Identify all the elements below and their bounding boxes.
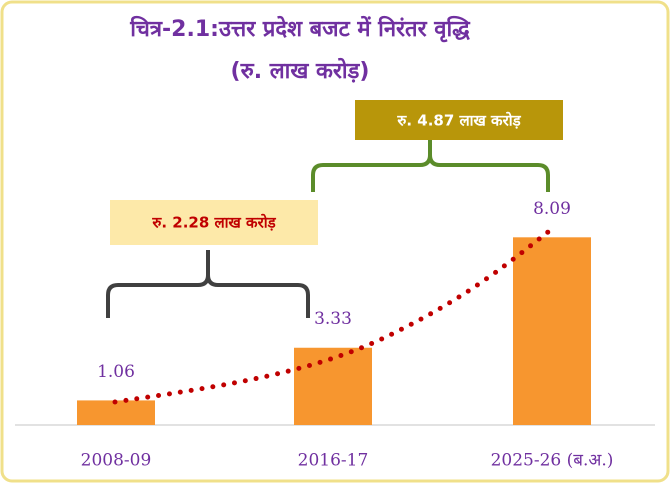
bar [513,237,591,425]
annotation-box [355,100,563,140]
bars [77,237,591,425]
annotation-label: रु. 2.28 लाख करोड़ [151,214,276,232]
x-tick-label: 2016-17 [298,451,369,471]
bracket [106,250,310,318]
chart-title: चित्र-2.1:उत्तर प्रदेश बजट में निरंतर वृ… [129,15,471,43]
x-tick-label: 2025-26 (ब.अ.) [491,451,614,471]
bracket [311,140,550,192]
bar [294,347,372,425]
value-label: 8.09 [533,199,571,219]
value-label: 1.06 [97,362,135,382]
trend-line [112,229,551,405]
bar [77,400,155,425]
chart-subtitle: (रु. लाख करोड़) [231,57,370,84]
value-label: 3.33 [314,309,352,329]
annotation-box [110,200,318,245]
labels: 1.06 2008-09 3.33 2016-17 8.09 2025-26 (ब.अ.) [81,199,614,471]
annotation-label: रु. 4.87 लाख करोड़ [396,112,521,130]
x-tick-label: 2008-09 [81,451,152,471]
